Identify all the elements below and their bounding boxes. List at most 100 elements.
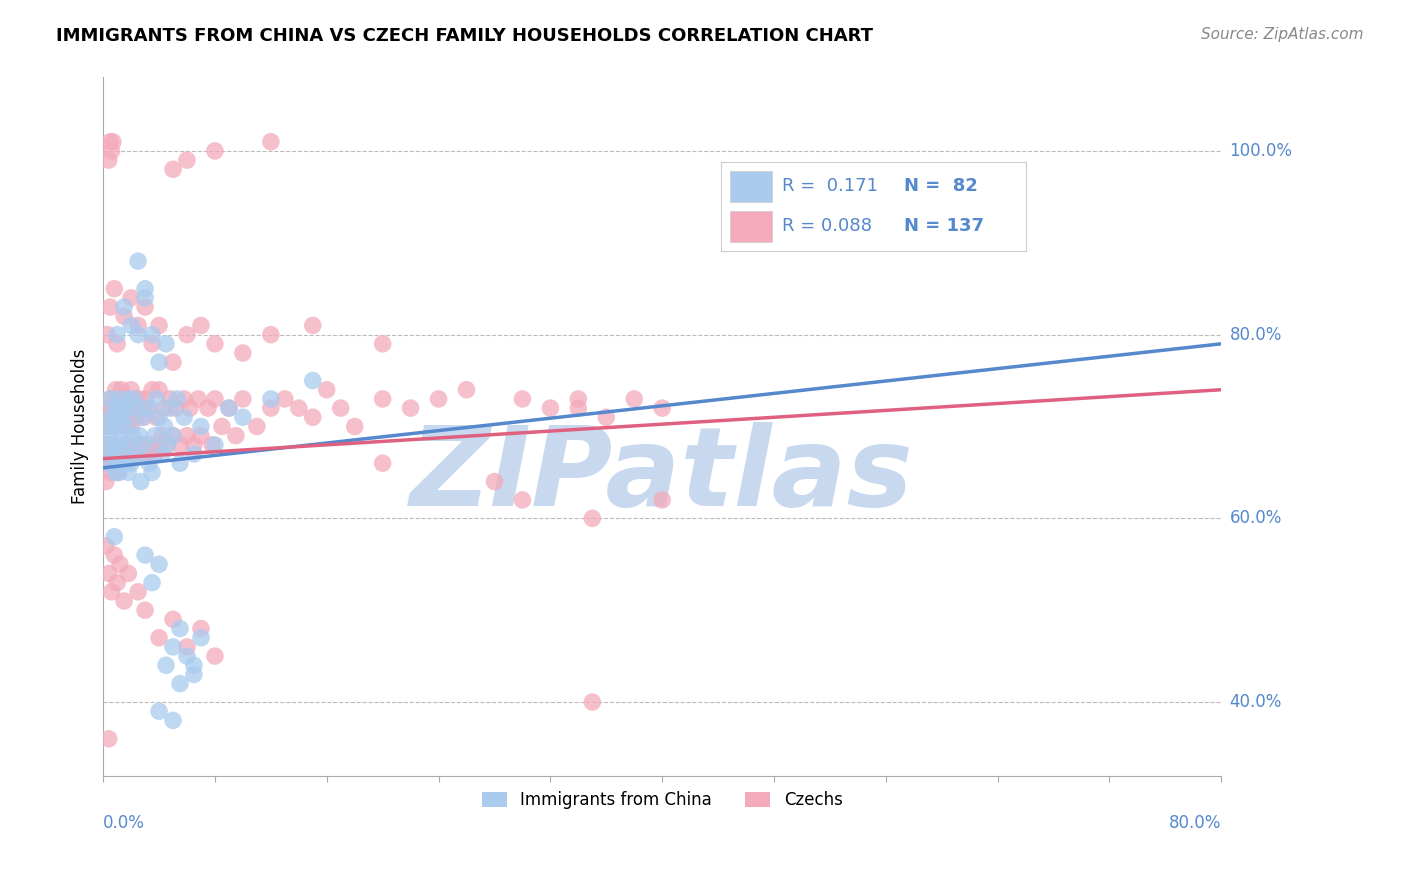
Point — [103, 419, 125, 434]
Point — [166, 392, 188, 406]
Point — [96, 401, 118, 416]
Text: 60.0%: 60.0% — [1230, 509, 1282, 527]
Point — [93, 447, 115, 461]
Point — [117, 447, 139, 461]
Point — [96, 438, 118, 452]
Point — [128, 438, 150, 452]
Point — [204, 392, 226, 406]
Point — [141, 327, 163, 342]
Point — [190, 631, 212, 645]
Point — [114, 401, 136, 416]
Point — [141, 438, 163, 452]
Point — [399, 401, 422, 416]
Point — [211, 419, 233, 434]
Point — [173, 392, 195, 406]
Point — [117, 466, 139, 480]
Point — [115, 410, 138, 425]
Point — [169, 622, 191, 636]
Point — [100, 144, 122, 158]
Point — [156, 438, 179, 452]
Point — [148, 318, 170, 333]
Point — [148, 410, 170, 425]
Text: 0.0%: 0.0% — [103, 814, 145, 832]
Point — [567, 401, 589, 416]
Point — [110, 428, 132, 442]
Point — [108, 410, 131, 425]
Point — [162, 612, 184, 626]
Legend: Immigrants from China, Czechs: Immigrants from China, Czechs — [475, 785, 849, 816]
Point — [162, 640, 184, 654]
Point — [148, 438, 170, 452]
Point — [260, 401, 283, 416]
Point — [484, 475, 506, 489]
Point — [315, 383, 337, 397]
Point — [190, 428, 212, 442]
Point — [120, 383, 142, 397]
Point — [129, 475, 152, 489]
Point — [132, 410, 155, 425]
Point — [134, 548, 156, 562]
Point — [138, 456, 160, 470]
Point — [148, 631, 170, 645]
Point — [218, 401, 240, 416]
Point — [190, 419, 212, 434]
Point — [112, 310, 135, 324]
Point — [112, 594, 135, 608]
Point — [100, 410, 122, 425]
Point — [232, 392, 254, 406]
Point — [134, 438, 156, 452]
Point — [176, 428, 198, 442]
Point — [138, 401, 160, 416]
Point — [187, 392, 209, 406]
Point — [201, 438, 224, 452]
Point — [101, 419, 124, 434]
Point — [134, 300, 156, 314]
Point — [103, 447, 125, 461]
Point — [105, 447, 128, 461]
Point — [122, 438, 145, 452]
Point — [98, 392, 121, 406]
Point — [145, 392, 167, 406]
Point — [141, 383, 163, 397]
Point — [179, 401, 201, 416]
Point — [120, 419, 142, 434]
Point — [136, 401, 159, 416]
Point — [101, 438, 124, 452]
Point — [112, 392, 135, 406]
Point — [183, 667, 205, 681]
Point — [145, 410, 167, 425]
Point — [176, 327, 198, 342]
Point — [159, 401, 181, 416]
Point — [98, 392, 121, 406]
Point — [136, 447, 159, 461]
Point — [94, 438, 117, 452]
Point — [104, 466, 127, 480]
Point — [120, 318, 142, 333]
Point — [427, 392, 450, 406]
Point — [246, 419, 269, 434]
Point — [183, 438, 205, 452]
Point — [101, 135, 124, 149]
Point — [110, 383, 132, 397]
Text: R =  0.171: R = 0.171 — [782, 178, 877, 195]
Point — [98, 135, 121, 149]
Point — [97, 419, 120, 434]
Point — [134, 603, 156, 617]
Point — [104, 410, 127, 425]
Point — [567, 392, 589, 406]
Point — [100, 438, 122, 452]
Point — [121, 447, 143, 461]
Point — [155, 336, 177, 351]
Point — [169, 676, 191, 690]
Point — [120, 291, 142, 305]
Point — [162, 355, 184, 369]
Point — [105, 575, 128, 590]
Text: IMMIGRANTS FROM CHINA VS CZECH FAMILY HOUSEHOLDS CORRELATION CHART: IMMIGRANTS FROM CHINA VS CZECH FAMILY HO… — [56, 27, 873, 45]
Text: 40.0%: 40.0% — [1230, 693, 1282, 711]
Point — [105, 336, 128, 351]
Point — [595, 410, 617, 425]
Point — [94, 419, 117, 434]
Point — [98, 466, 121, 480]
Point — [128, 428, 150, 442]
Point — [581, 511, 603, 525]
